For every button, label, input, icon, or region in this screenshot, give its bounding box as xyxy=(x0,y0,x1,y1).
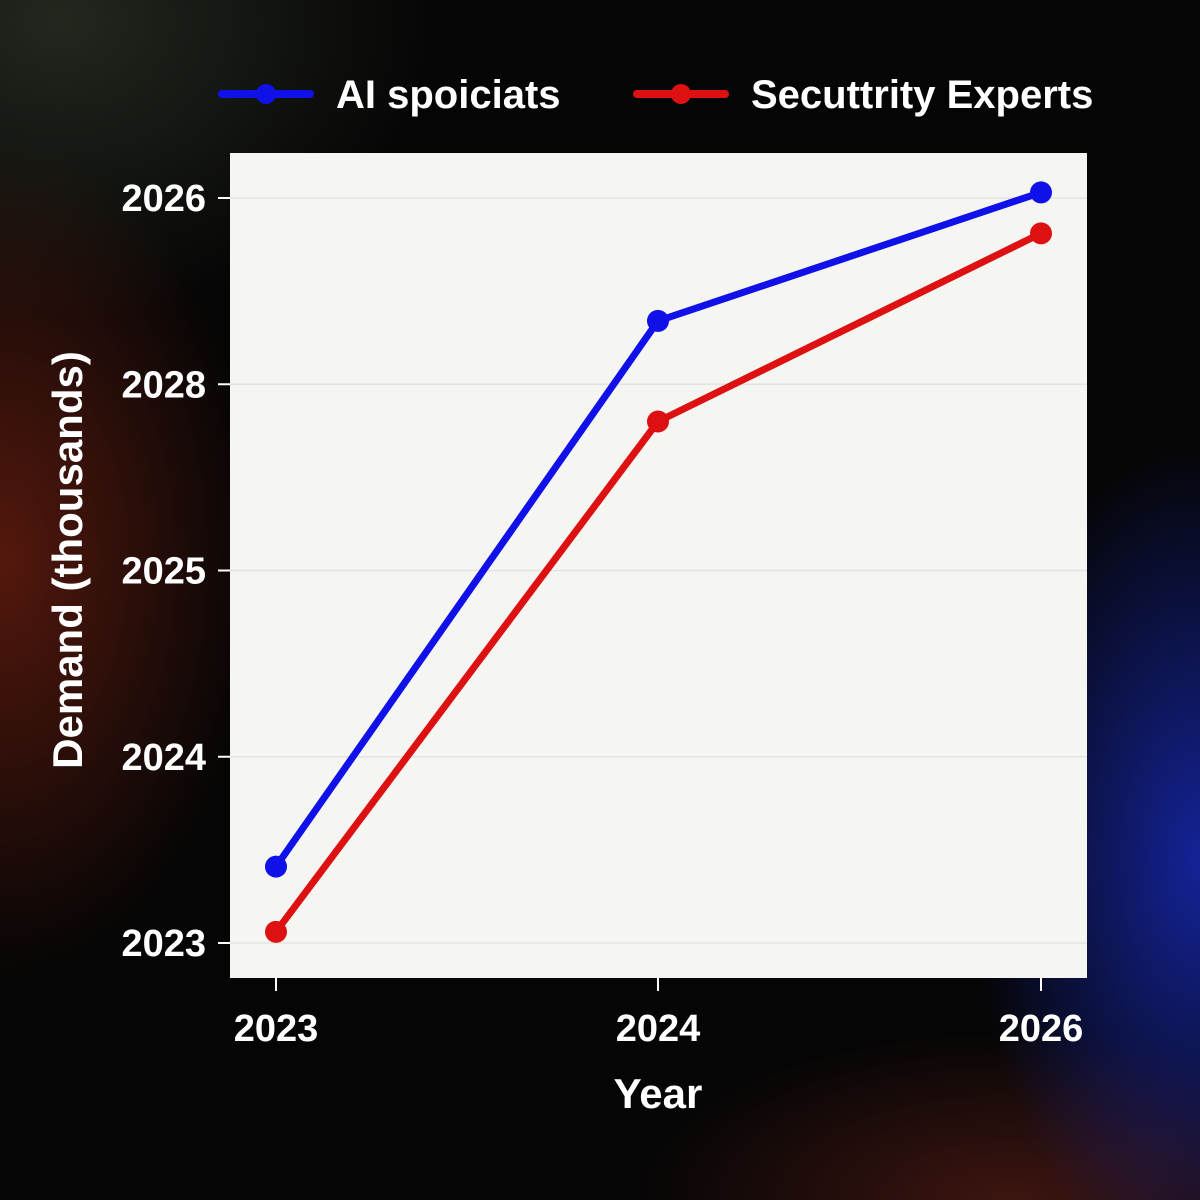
plot-area xyxy=(230,153,1087,978)
legend-marker xyxy=(671,84,691,104)
y-tick-label: 2026 xyxy=(121,178,206,220)
data-point xyxy=(1030,222,1052,245)
data-point xyxy=(1030,181,1052,204)
legend-label: Secuttrity Experts xyxy=(751,73,1093,117)
data-point xyxy=(647,410,669,433)
y-tick-label: 2024 xyxy=(121,737,206,779)
y-tick-label: 2028 xyxy=(121,364,206,406)
x-tick-label: 2026 xyxy=(999,1008,1084,1050)
x-tick-label: 2024 xyxy=(616,1008,701,1050)
data-point xyxy=(265,920,287,943)
data-point xyxy=(647,309,669,332)
legend-marker xyxy=(256,84,276,104)
y-tick-label: 2025 xyxy=(121,551,206,593)
axes: 2023 2024 2025 2028 2026 2023 2024 2026 xyxy=(121,178,1083,1050)
grid-lines xyxy=(230,197,1087,944)
y-tick-label: 2023 xyxy=(121,923,206,965)
legend-label: AI spoiciats xyxy=(336,73,561,117)
x-tick-label: 2023 xyxy=(234,1008,319,1050)
data-point xyxy=(265,855,287,878)
x-axis-title: Year xyxy=(614,1070,703,1117)
legend: AI spoiciats Secuttrity Experts xyxy=(218,73,1093,117)
series-lines xyxy=(265,181,1052,943)
y-axis-title: Demand (thousands) xyxy=(44,351,91,769)
